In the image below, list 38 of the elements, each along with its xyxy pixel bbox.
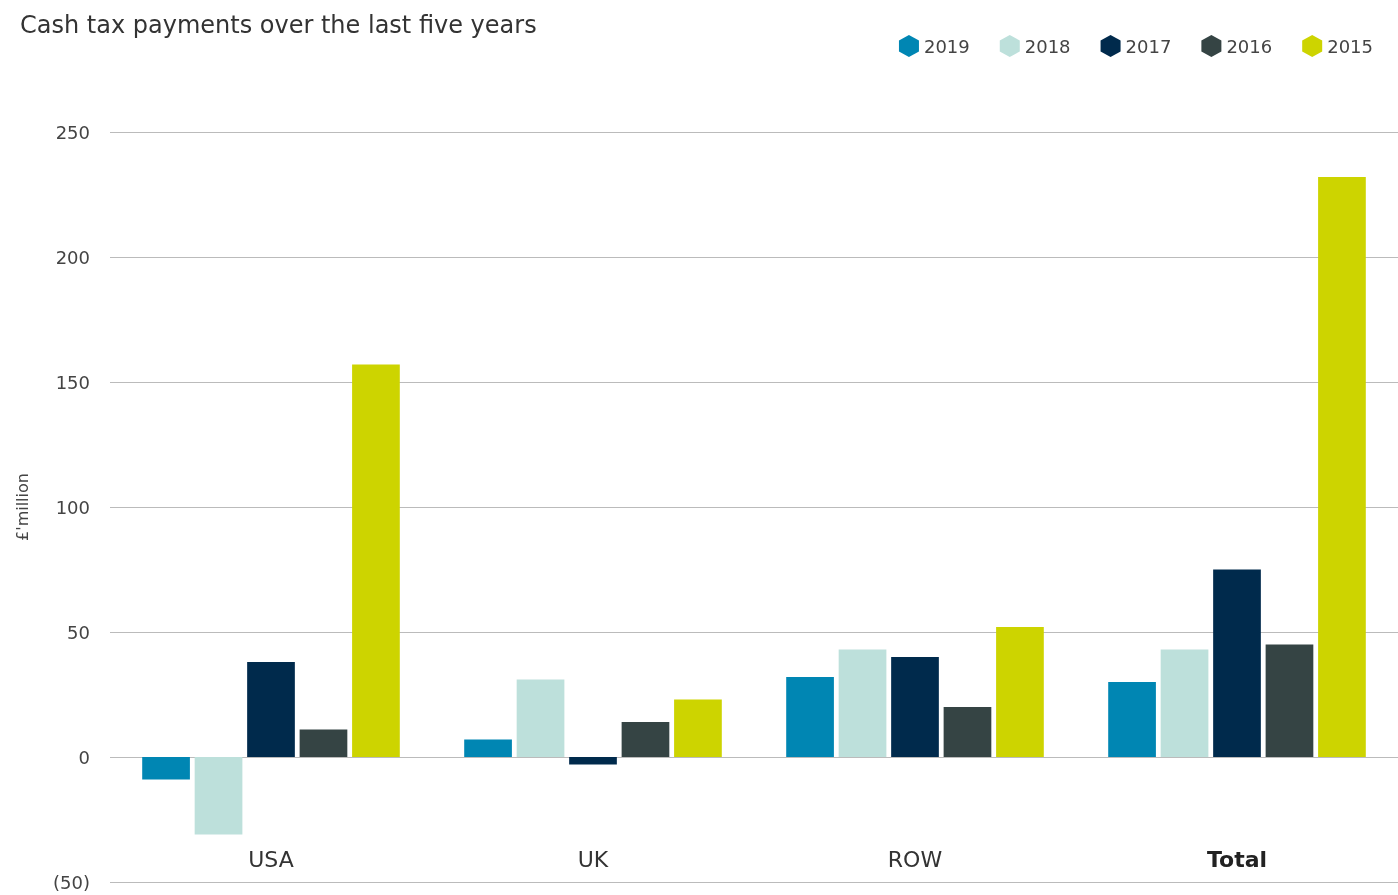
x-tick-label: UK xyxy=(577,846,609,872)
legend-label: 2019 xyxy=(923,35,970,57)
y-axis-title: £'million xyxy=(12,473,32,541)
bar xyxy=(1318,177,1366,757)
bar xyxy=(1160,649,1209,757)
y-tick-label: 50 xyxy=(67,621,90,643)
legend-label: 2016 xyxy=(1226,35,1273,57)
x-tick-label: ROW xyxy=(887,846,943,872)
bar xyxy=(1108,682,1156,757)
y-tick-label: (50) xyxy=(53,871,90,893)
bar xyxy=(891,657,939,757)
bar xyxy=(943,707,992,757)
legend-label: 2015 xyxy=(1327,35,1373,57)
x-tick-label: Total xyxy=(1206,846,1268,872)
bar xyxy=(996,627,1044,757)
y-tick-label: 150 xyxy=(55,371,90,393)
y-tick-label: 250 xyxy=(55,121,90,143)
bar xyxy=(1265,644,1314,757)
bar xyxy=(838,649,887,757)
bar xyxy=(569,757,617,765)
bar xyxy=(142,757,190,780)
bar xyxy=(464,739,512,757)
bar xyxy=(299,729,348,757)
legend-label: 2017 xyxy=(1125,35,1172,57)
bar xyxy=(674,699,722,757)
bar xyxy=(621,722,670,757)
legend-label: 2018 xyxy=(1024,35,1071,57)
y-tick-label: 0 xyxy=(78,746,90,768)
bar xyxy=(786,677,834,757)
y-tick-label: 200 xyxy=(55,246,90,268)
bar xyxy=(247,662,295,757)
x-tick-label: USA xyxy=(248,846,294,872)
bar xyxy=(352,364,400,757)
chart-title: Cash tax payments over the last five years xyxy=(20,11,537,39)
bar xyxy=(516,679,565,757)
y-tick-label: 100 xyxy=(55,496,90,518)
bar xyxy=(194,757,243,835)
bar xyxy=(1213,569,1261,757)
